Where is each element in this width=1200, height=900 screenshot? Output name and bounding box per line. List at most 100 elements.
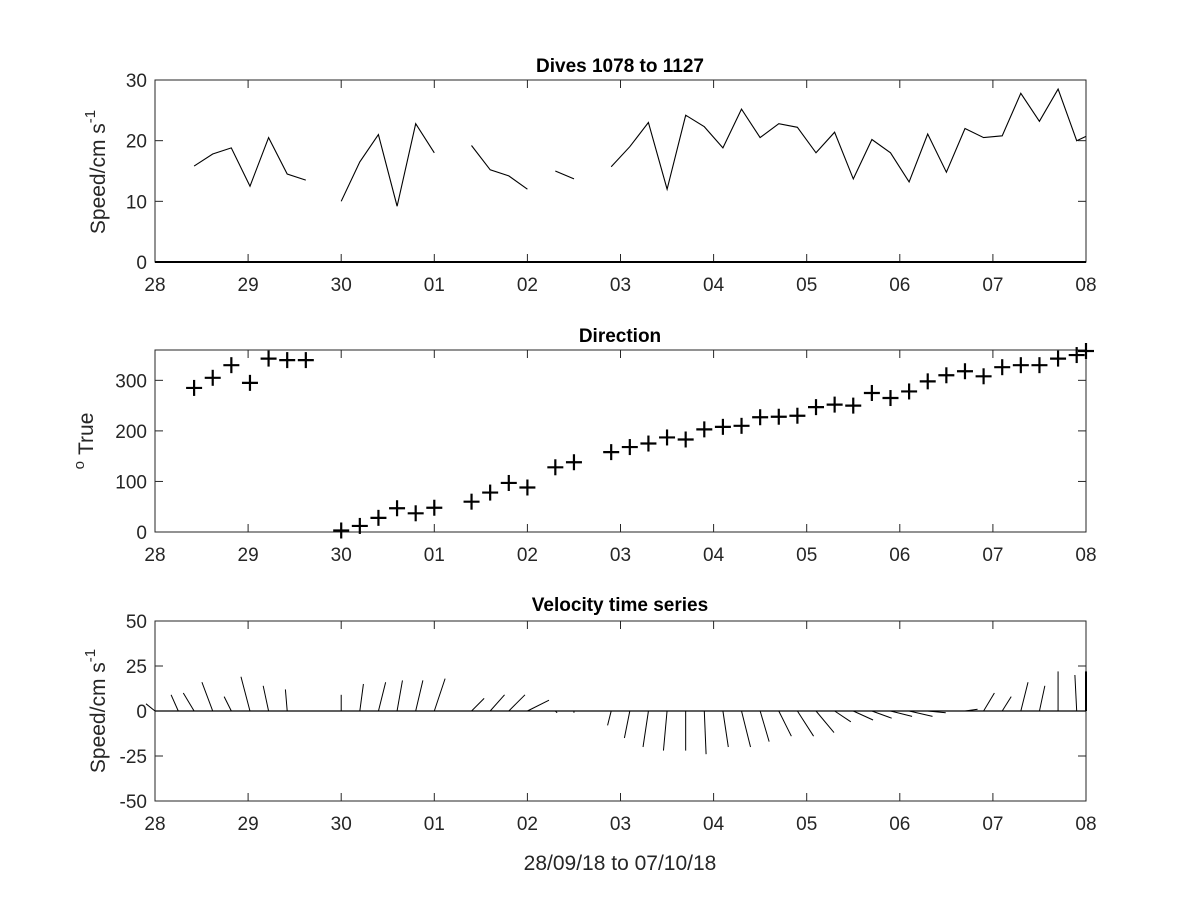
velocity-vector [1074, 674, 1078, 712]
direction-point [279, 352, 296, 369]
direction-point [659, 429, 676, 446]
velocity-vector [703, 710, 707, 755]
x-tick-label: 30 [331, 275, 352, 296]
x-tick-label: 02 [517, 814, 538, 835]
speed-panel-title: Dives 1078 to 1127 [536, 56, 704, 77]
x-tick-label: 02 [517, 545, 538, 566]
velocity-vector [1038, 685, 1046, 712]
direction-panel: Direction o True 28 29 30 01 02 03 04 05 06 07 08 0 1… [71, 326, 1097, 566]
y-tick-label: 300 [115, 371, 147, 392]
x-tick-label: 28 [144, 545, 165, 566]
x-tick-label: 07 [982, 814, 1003, 835]
velocity-vector [396, 680, 403, 712]
direction-point [1012, 357, 1029, 374]
velocity-vector [201, 682, 214, 712]
direction-point [640, 435, 657, 452]
direction-point [370, 509, 387, 526]
direction-point [696, 421, 713, 438]
y-tick-label: 30 [126, 71, 147, 92]
velocity-vector [834, 710, 852, 723]
direction-point [956, 363, 973, 380]
x-tick-label: 03 [610, 814, 631, 835]
x-tick-label: 28 [144, 814, 165, 835]
direction-point [733, 417, 750, 434]
direction-point [808, 399, 825, 416]
velocity-vector [1001, 696, 1012, 712]
direction-point [826, 396, 843, 413]
x-tick-label: 05 [796, 814, 817, 835]
speed-panel-ylabel-text: Speed/cm s [87, 123, 110, 234]
direction-point [938, 367, 955, 384]
x-tick-label: 04 [703, 275, 725, 296]
velocity-vector [759, 710, 770, 742]
direction-point [407, 505, 424, 522]
velocity-vector [741, 710, 752, 748]
direction-point [994, 359, 1011, 376]
velocity-vector [377, 682, 387, 712]
velocity-vector [471, 698, 485, 712]
velocity-vector [662, 710, 668, 751]
x-tick-label: 03 [610, 545, 631, 566]
y-tick-label: -50 [120, 792, 147, 813]
direction-point [297, 352, 314, 369]
direction-point [1068, 347, 1085, 364]
direction-point [677, 431, 694, 448]
velocity-panel-ylabel-superscript: -1 [82, 649, 99, 662]
velocity-vector [527, 699, 550, 712]
direction-point [882, 390, 899, 407]
direction-panel-title: Direction [579, 326, 661, 347]
direction-point [919, 373, 936, 390]
direction-panel-ylabel: o True [71, 413, 98, 470]
velocity-vector [415, 680, 424, 712]
velocity-vector [853, 710, 874, 721]
direction-point [1050, 350, 1067, 367]
direction-point [351, 517, 368, 534]
x-tick-label: 29 [238, 275, 259, 296]
x-tick-label: 07 [982, 275, 1003, 296]
direction-point [223, 357, 240, 374]
direction-point [714, 418, 731, 435]
y-tick-label: 0 [136, 523, 147, 544]
x-tick-label: 06 [889, 814, 910, 835]
direction-point [547, 459, 564, 476]
direction-point [519, 479, 536, 496]
direction-point [863, 384, 880, 401]
velocity-vector [433, 678, 446, 712]
x-tick-label: 08 [1075, 814, 1096, 835]
velocity-vector [262, 685, 270, 712]
velocity-panel-xlabel: 28/09/18 to 07/10/18 [524, 852, 717, 875]
velocity-vector [623, 710, 631, 739]
x-tick-label: 08 [1075, 545, 1096, 566]
x-tick-label: 01 [424, 275, 445, 296]
x-tick-label: 06 [889, 275, 910, 296]
x-tick-label: 07 [982, 545, 1003, 566]
direction-panel-ylabel-prefix: o [71, 461, 88, 469]
y-tick-label: 25 [126, 657, 147, 678]
direction-point [482, 484, 499, 501]
direction-point [260, 350, 277, 367]
y-tick-label: 20 [126, 132, 147, 153]
velocity-vector [927, 710, 946, 714]
x-tick-label: 02 [517, 275, 538, 296]
direction-point [752, 409, 769, 426]
velocity-vector [983, 692, 995, 712]
y-tick-label: 10 [126, 192, 147, 213]
direction-point [1031, 357, 1048, 374]
y-tick-label: 100 [115, 472, 147, 493]
direction-point [845, 397, 862, 414]
velocity-vector [1020, 682, 1029, 712]
speed-panel-ylabel-superscript: -1 [82, 110, 99, 123]
velocity-vector [964, 708, 978, 712]
velocity-vector [170, 694, 179, 712]
velocity-vector [796, 710, 815, 737]
velocity-panel-ylabel-text: Speed/cm s [87, 662, 110, 773]
direction-point [975, 368, 992, 385]
direction-point [500, 474, 517, 491]
x-tick-label: 30 [331, 814, 352, 835]
velocity-vector [145, 703, 156, 712]
velocity-vector [871, 710, 892, 719]
y-tick-label: -25 [120, 747, 147, 768]
y-tick-label: 50 [126, 612, 147, 633]
velocity-vector [642, 710, 649, 748]
